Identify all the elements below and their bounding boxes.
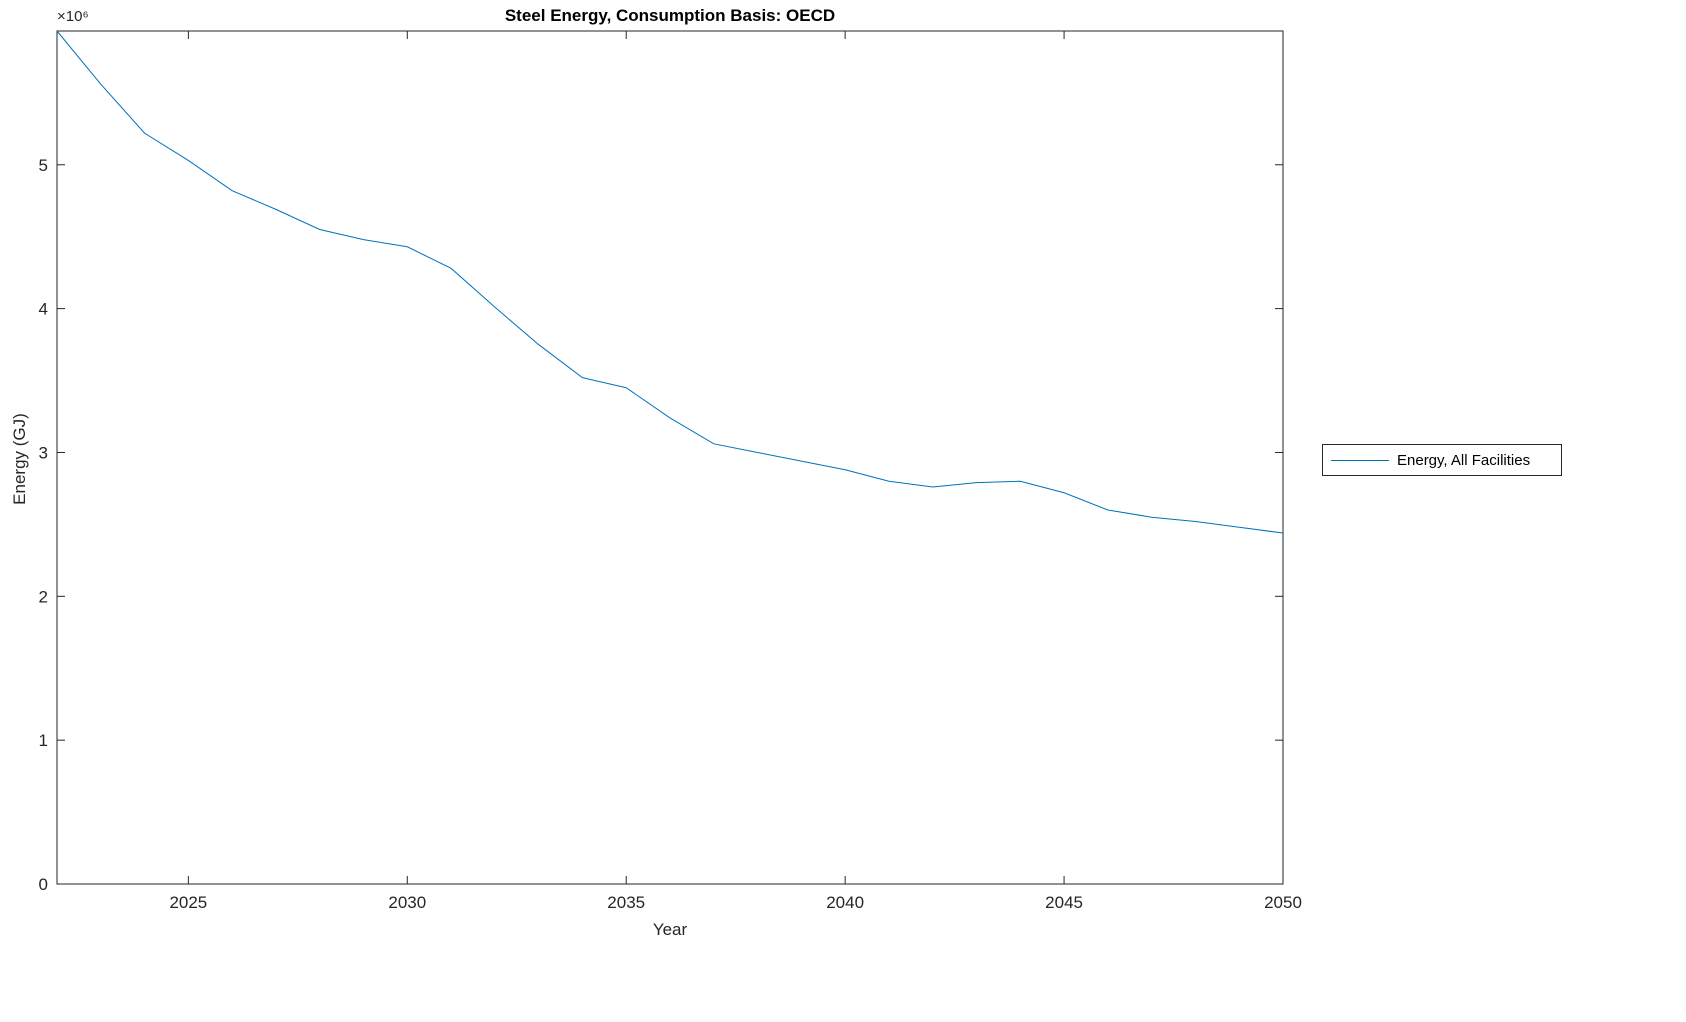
y-tick-label: 0 — [39, 875, 48, 894]
chart-title: Steel Energy, Consumption Basis: OECD — [504, 6, 836, 25]
y-tick-label: 4 — [39, 300, 48, 319]
x-tick-label: 2050 — [1264, 893, 1302, 912]
y-tick-label: 1 — [39, 731, 48, 750]
x-tick-label: 2040 — [826, 893, 864, 912]
legend-entry-label: Energy, All Facilities — [1397, 451, 1531, 469]
y-axis-label: Energy (GJ) — [10, 413, 29, 505]
x-tick-label: 2045 — [1045, 893, 1083, 912]
x-tick-label: 2025 — [169, 893, 207, 912]
y-tick-label: 5 — [39, 156, 48, 175]
y-tick-label: 3 — [39, 443, 48, 462]
series-line-energy-all-facilities — [56, 30, 1284, 534]
x-axis-label: Year — [652, 920, 688, 939]
x-tick-label: 2035 — [607, 893, 645, 912]
plot-box — [56, 30, 1284, 885]
legend-line-icon — [1331, 459, 1389, 461]
y-axis-offset-label: ×10⁶ — [57, 8, 89, 25]
y-tick-label: 2 — [39, 587, 48, 606]
x-tick-label: 2030 — [388, 893, 426, 912]
legend: Energy, All Facilities — [1322, 444, 1562, 476]
